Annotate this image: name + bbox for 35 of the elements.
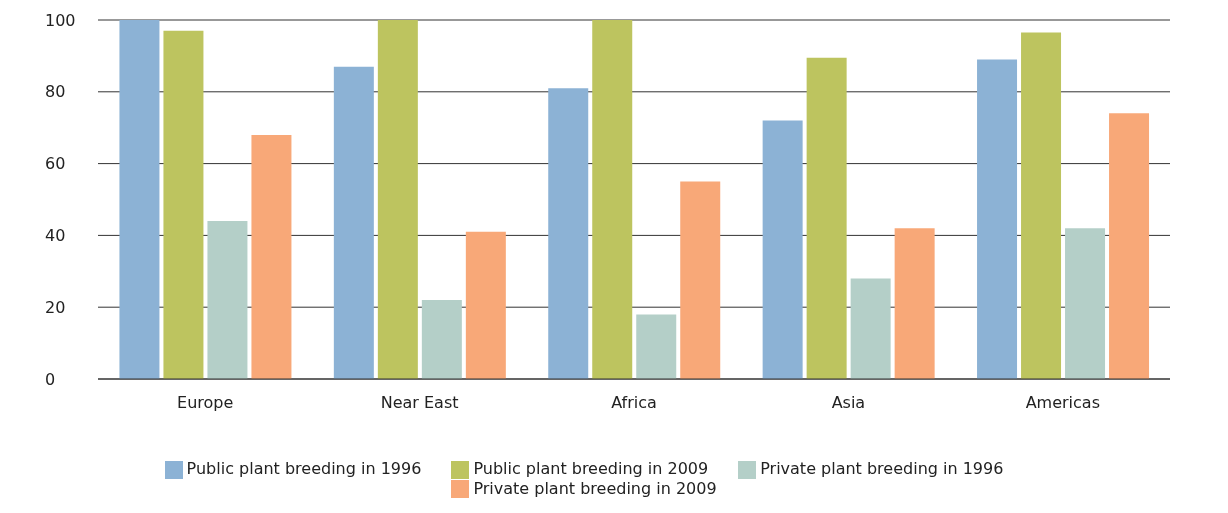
x-tick-label: Europe [177,393,234,413]
y-tick-label: 20 [45,297,66,317]
bar [377,20,418,379]
bar [1065,228,1106,379]
bar [850,278,891,379]
legend-label: Public plant breeding in 2009 [473,459,709,478]
y-tick-label: 40 [45,226,66,246]
x-tick-label: Asia [831,393,866,413]
bar [333,66,374,379]
legend-label: Public plant breeding in 1996 [186,459,422,478]
bar [548,88,589,379]
x-tick-label: Africa [611,393,657,413]
bar [636,314,677,379]
bar [207,221,248,379]
bar [119,20,160,379]
y-tick-label: 0 [45,369,56,389]
bar [421,300,462,379]
bar [894,228,935,379]
bar [1109,113,1150,379]
bar [592,20,633,379]
bar [465,231,506,379]
x-tick-label: Americas [1025,393,1100,413]
y-tick-label: 60 [45,154,66,174]
y-tick-label: 100 [45,10,76,30]
bar [977,59,1018,379]
legend-label: Private plant breeding in 2009 [473,478,717,498]
bar [762,120,803,379]
x-tick-label: Near East [380,393,459,413]
bar [806,57,847,379]
bar [163,30,204,379]
bar [680,181,721,379]
bar [251,134,292,379]
bar [1021,32,1062,379]
y-tick-label: 80 [45,82,66,102]
legend-label: Private plant breeding in 1996 [760,459,1004,478]
